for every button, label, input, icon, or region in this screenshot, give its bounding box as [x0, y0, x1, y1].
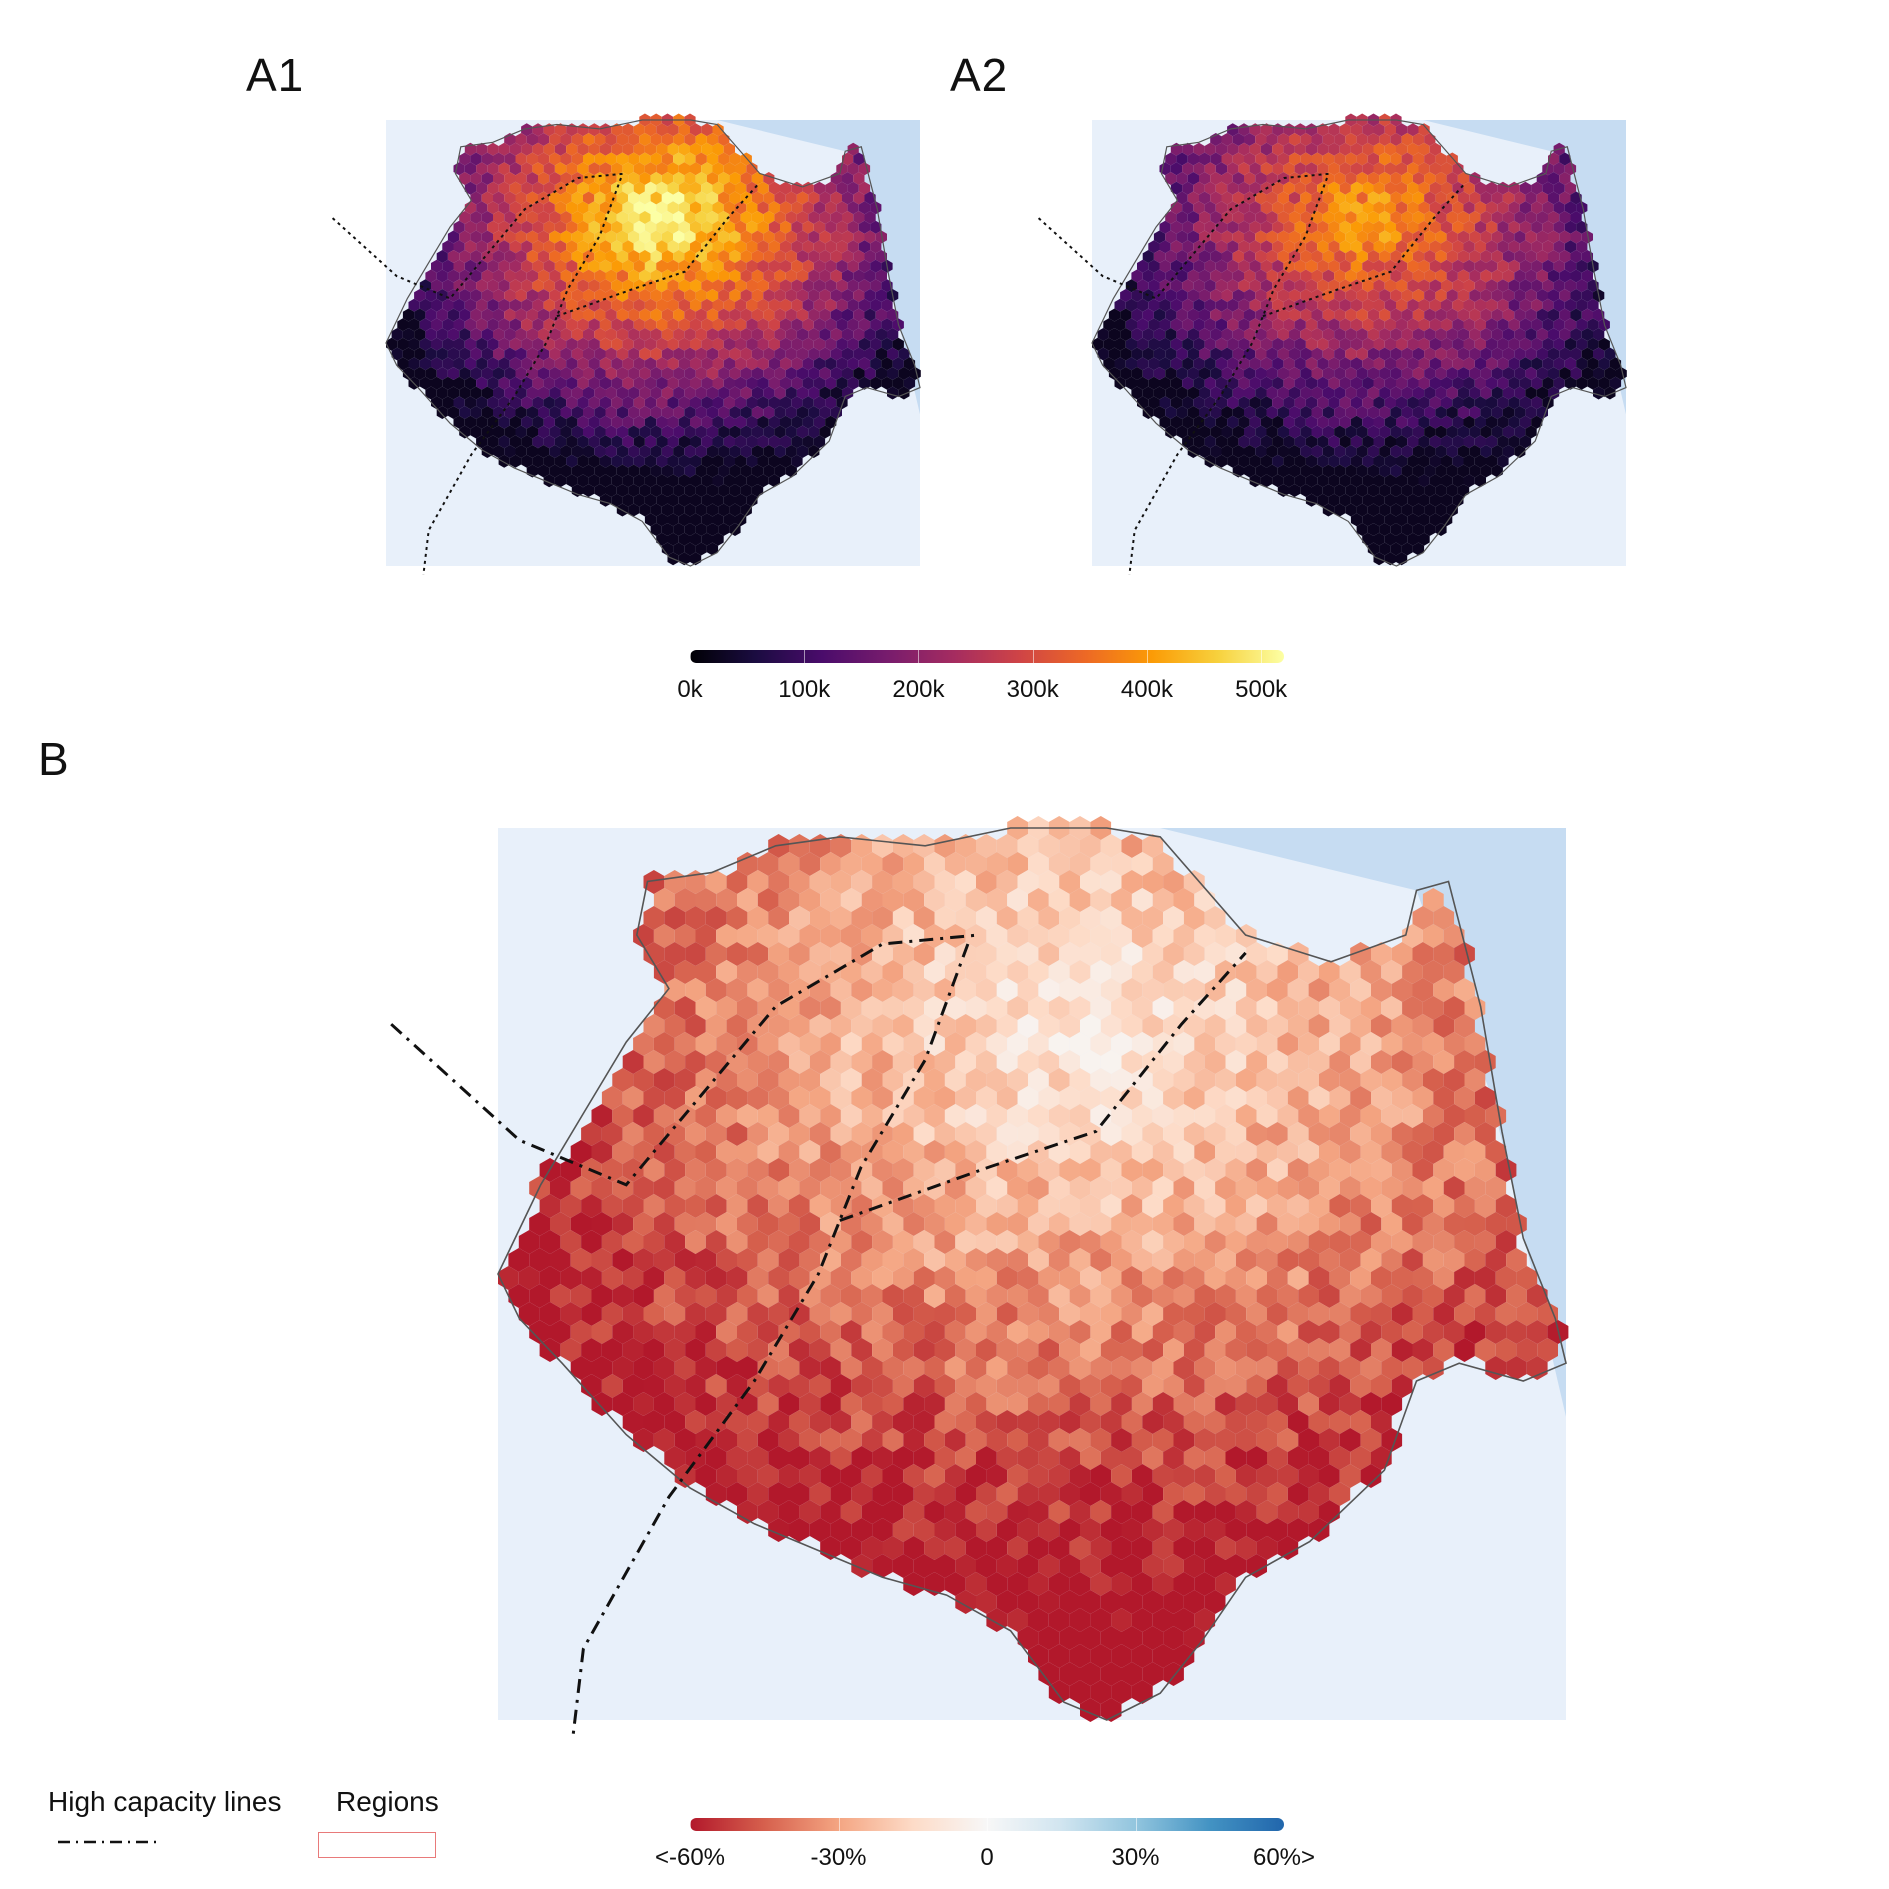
map-a2-hex-grid: [1092, 113, 1627, 566]
colorbar-volume-tick-mark: [1032, 650, 1034, 663]
colorbar-volume-tick-mark: [1261, 650, 1263, 663]
map-b-hex-grid: [498, 816, 1569, 1722]
map-b: [390, 816, 1569, 1738]
colorbar-change-tick-label: 0: [980, 1844, 994, 1871]
map-a1: [331, 113, 921, 576]
colorbar-change-tick-mark: [838, 1818, 840, 1831]
map-a2-city-boundary: [1091, 119, 1627, 567]
panel-label-b: B: [38, 733, 70, 785]
map-a2-high-capacity-line: [1128, 177, 1328, 576]
colorbar-change-tick-mark: [987, 1818, 988, 1831]
legend-regions-swatch: [318, 1832, 436, 1858]
map-a2-high-capacity-line: [1037, 172, 1333, 300]
legend-lines-title: High capacity lines: [48, 1786, 282, 1817]
colorbar-change-tick-label: -30%: [810, 1844, 867, 1871]
map-b-high-capacity-line: [839, 951, 1247, 1222]
colorbar-volume-tick-mark: [1146, 650, 1148, 663]
map-b-high-capacity-line: [571, 943, 970, 1738]
map-a1-high-capacity-line: [422, 177, 622, 576]
map-a1-city-boundary: [385, 119, 921, 567]
colorbar-volume-gradient: [690, 650, 1284, 663]
colorbar-volume-tick-mark: [804, 650, 806, 663]
legend-regions-title: Regions: [336, 1786, 439, 1817]
map-a1-hex-grid: [386, 113, 921, 566]
map-b-city-boundary: [497, 827, 1567, 1721]
colorbar-volume-tick-label: 400k: [1120, 676, 1173, 703]
colorbar-volume-tick-label: 300k: [1006, 676, 1059, 703]
colorbar-change-tick-label: 60%>: [1252, 1844, 1316, 1871]
map-b-high-capacity-line: [390, 933, 979, 1187]
colorbar-volume-tick-label: 100k: [778, 676, 831, 703]
colorbar-volume-tick-label: 200k: [892, 676, 945, 703]
colorbar-change-tick-mark: [1284, 1818, 1285, 1831]
map-a1-high-capacity-line: [331, 172, 627, 300]
colorbar-change-tick-mark: [690, 1818, 691, 1831]
colorbar-volume: 0k 100k 200k 300k 400k 500k: [677, 650, 1287, 703]
colorbar-change-tick-mark: [1135, 1818, 1137, 1831]
colorbar-volume-tick-mark: [918, 650, 920, 663]
colorbar-volume-tick-label: 0k: [677, 676, 703, 703]
colorbar-volume-tick-mark: [690, 650, 691, 663]
map-a2-high-capacity-line: [1262, 181, 1467, 318]
colorbar-change-tick-label: <-60%: [654, 1844, 726, 1871]
legend-lines-sample: [58, 1840, 158, 1844]
map-a1-high-capacity-line: [556, 181, 761, 318]
panel-label-a2: A2: [950, 49, 1009, 101]
map-a2: [1037, 113, 1627, 576]
colorbar-change-tick-label: 30%: [1111, 1844, 1160, 1871]
colorbar-volume-tick-label: 500k: [1235, 676, 1288, 703]
colorbar-change: <-60% -30% 0 30% 60%>: [655, 1818, 1315, 1871]
panel-label-a1: A1: [246, 49, 305, 101]
